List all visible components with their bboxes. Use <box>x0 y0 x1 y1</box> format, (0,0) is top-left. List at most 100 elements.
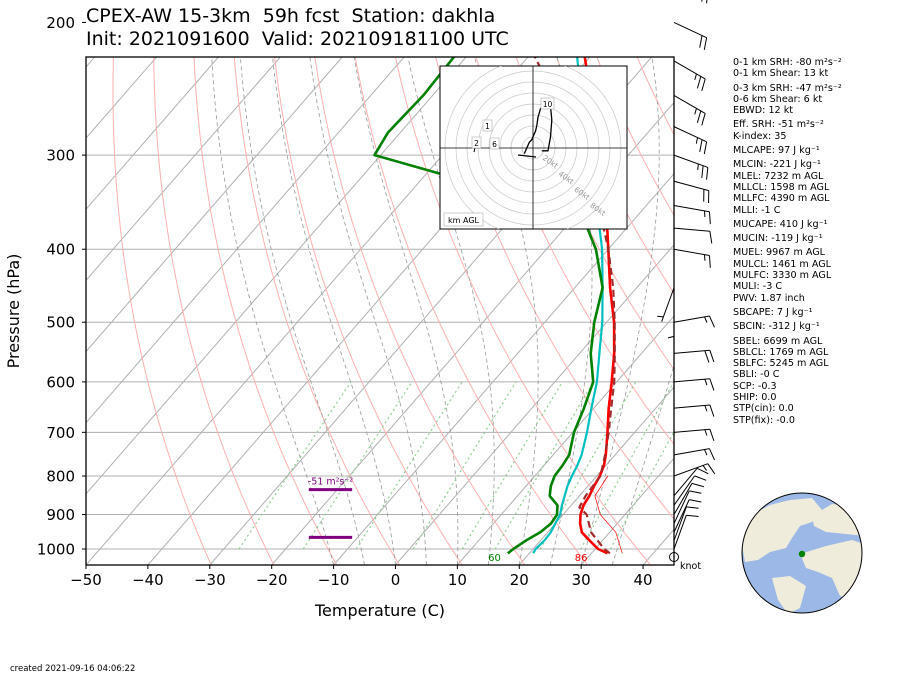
barb-half-feather <box>704 405 708 412</box>
virtual-parcel-line <box>594 475 623 554</box>
wind-barb <box>673 180 710 203</box>
y-tick-label: 400 <box>46 241 75 259</box>
y-tick-label: 800 <box>46 468 75 486</box>
barb-feather <box>709 429 715 442</box>
barb-staff <box>661 287 675 322</box>
dry-adiabat-line <box>314 57 526 565</box>
parameter-line: 0-1 km SRH: -80 m²s⁻² <box>733 57 842 68</box>
y-tick-label: 300 <box>46 147 75 165</box>
isotherm-line <box>86 57 405 424</box>
barb-feather <box>709 350 715 363</box>
barb-staff <box>673 490 690 524</box>
barb-feather <box>709 231 713 244</box>
barb-feather <box>708 315 715 328</box>
barb-feather <box>696 110 702 123</box>
barb-feather <box>699 35 703 48</box>
parameter-line: EBWD: 12 kt <box>733 105 794 117</box>
moist-adiabat-line <box>611 363 674 565</box>
barb-feather <box>709 378 715 391</box>
isotherm-line <box>518 386 674 565</box>
dry-adiabat-line <box>233 57 400 565</box>
x-tick-label: 10 <box>448 571 467 589</box>
parameter-line: MLLFC: 4390 m AGL <box>733 193 830 205</box>
barb-feather <box>694 475 707 481</box>
parameter-line: STP(cin): 0.0 <box>733 403 794 415</box>
globe-land <box>742 498 862 613</box>
isotherm-line <box>86 57 343 353</box>
wind-barb <box>673 227 713 244</box>
barb-staff <box>673 126 707 143</box>
hodograph-height-label: 6 <box>492 140 497 149</box>
barb-feather <box>689 499 702 503</box>
land-south-america <box>772 576 806 613</box>
wetbulb-line <box>532 57 604 554</box>
hodograph-key-label: km AGL <box>448 216 480 225</box>
wind-barb <box>673 205 711 225</box>
barb-feather <box>709 404 715 417</box>
axis-ticks: −50−40−30−20−100102030401002003004005006… <box>4 14 653 620</box>
barb-staff <box>673 349 710 354</box>
barb-feather <box>686 514 699 517</box>
dry-adiabat-line <box>153 57 275 565</box>
barb-staff <box>673 448 710 456</box>
barb-staff <box>673 227 710 232</box>
x-tick-label: −50 <box>70 571 102 589</box>
barb-feather <box>707 463 716 475</box>
barb-feather <box>701 78 706 91</box>
created-timestamp: created 2021-09-16 04:06:22 <box>10 664 136 674</box>
mixing-ratio-line <box>494 381 594 550</box>
parameter-line: Eff. SRH: -51 m²s⁻² <box>733 119 824 131</box>
parameter-line: SHIP: 0.0 <box>733 392 777 404</box>
barb-feather <box>708 255 711 268</box>
y-tick-label: 500 <box>46 314 75 332</box>
x-tick-label: −40 <box>132 571 164 589</box>
barb-half-feather <box>657 315 664 318</box>
land-africa <box>800 540 862 600</box>
height-label-box <box>489 137 500 150</box>
land-north-america <box>742 498 822 562</box>
wind-barb <box>673 21 708 50</box>
barb-half-feather <box>702 465 707 471</box>
hodograph-height-label: 10 <box>543 100 553 109</box>
moist-adiabat-line <box>353 57 459 565</box>
barb-staff <box>673 475 696 506</box>
y-tick-label: 600 <box>46 373 75 391</box>
wind-barb <box>673 475 707 506</box>
parameter-line: MLCAPE: 97 J kg⁻¹ <box>733 145 820 157</box>
wind-barb <box>701 0 708 4</box>
parameter-line: SBCIN: -312 J kg⁻¹ <box>733 321 820 333</box>
mixing-ratio-line <box>355 381 463 550</box>
barb-feather <box>706 167 709 180</box>
y-tick-label: 700 <box>46 424 75 442</box>
x-tick-label: 30 <box>572 571 591 589</box>
dry-adiabat-line <box>849 0 906 565</box>
parameter-line: MULFC: 3330 m AGL <box>733 270 832 282</box>
hodograph-key-box <box>443 212 484 227</box>
wind-barb <box>673 490 702 524</box>
wind-barb <box>673 154 709 180</box>
parameter-line: MLEL: 7232 m AGL <box>733 170 824 182</box>
surface-annotation: 86 <box>575 553 588 564</box>
isotherm-line <box>86 57 529 565</box>
dry-adiabat-line <box>274 57 463 565</box>
parameter-line: MUEL: 9967 m AGL <box>733 247 826 259</box>
parameter-line: MUCIN: -119 J kg⁻¹ <box>733 233 823 245</box>
y-tick-label: 900 <box>46 506 75 524</box>
barb-staff <box>673 60 706 80</box>
barb-staff <box>673 180 709 192</box>
dry-adiabat-line <box>881 0 906 565</box>
calm-circle <box>669 552 679 562</box>
isotherm-line <box>86 57 467 495</box>
parameter-line: MLLCL: 1598 m AGL <box>733 181 830 193</box>
barb-feather <box>703 141 708 155</box>
height-label-box <box>540 97 555 110</box>
barb-feather <box>701 165 704 179</box>
isotherm-line <box>86 57 282 282</box>
barb-half-feather <box>704 379 708 386</box>
barb-staff <box>673 378 710 383</box>
parameter-line: SCP: -0.3 <box>733 380 777 392</box>
parameter-line: PWV: 1.87 inch <box>733 292 805 304</box>
wind-barb <box>673 60 706 91</box>
wind-barb <box>673 499 702 533</box>
